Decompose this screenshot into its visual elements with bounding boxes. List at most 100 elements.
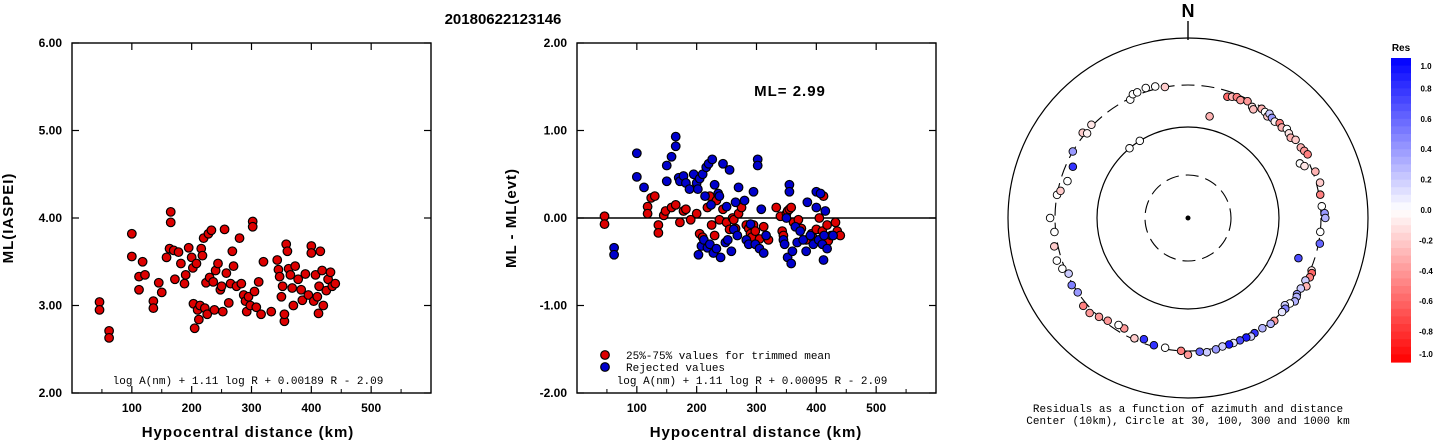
- data-point-ml: [249, 286, 260, 297]
- data-point-rejected: [693, 249, 704, 260]
- data-point-rejected: [781, 213, 792, 223]
- data-point-ml: [228, 261, 239, 272]
- station-residual-marker: [1202, 347, 1212, 357]
- colorbar-segment: [1391, 331, 1411, 340]
- data-point-ml: [126, 228, 137, 239]
- station-residual-marker: [1087, 120, 1096, 129]
- data-point-ml: [175, 258, 186, 269]
- station-residual-marker: [1195, 347, 1204, 357]
- data-point-rejected: [714, 191, 725, 202]
- data-point-ml: [306, 248, 317, 258]
- colorbar-tick-label: -0.2: [1419, 236, 1433, 245]
- colorbar-segment: [1391, 187, 1411, 196]
- colorbar-segment: [1391, 58, 1411, 67]
- data-point-ml: [318, 300, 329, 311]
- panel-ml-vs-distance: 100 200 300 400 500 2.00 3.00 4.00 5.00 6.00 log …: [0, 36, 432, 441]
- data-point-rejected: [670, 131, 681, 142]
- data-point-rejected: [801, 246, 812, 257]
- station-residual-marker: [1277, 307, 1287, 317]
- colorbar-segment: [1391, 80, 1411, 89]
- data-point-used: [771, 202, 782, 213]
- data-point-rejected: [784, 186, 795, 197]
- data-point-rejected: [779, 239, 790, 250]
- data-point-ml: [282, 246, 293, 257]
- station-residual-marker: [1243, 96, 1252, 106]
- ring-1000km: [1007, 37, 1369, 399]
- data-point-used: [675, 217, 685, 228]
- colorbar-segment: [1391, 240, 1411, 249]
- colorbar-segment: [1391, 286, 1411, 295]
- data-point-ml: [197, 250, 208, 261]
- data-point-rejected: [715, 252, 726, 263]
- station-residual-marker: [1094, 312, 1104, 322]
- y-tick-label-2: 2.00: [544, 36, 568, 50]
- x-tick-label-2: 100: [627, 401, 647, 415]
- data-point-ml: [312, 291, 323, 302]
- map-caption-line1: Residuals as a function of azimuth and d…: [1033, 404, 1343, 416]
- data-point-used: [685, 214, 696, 225]
- colorbar-segment: [1391, 111, 1411, 120]
- data-point-rejected: [684, 184, 695, 195]
- station-residual-marker: [1085, 308, 1094, 318]
- colorbar-segment: [1391, 164, 1411, 173]
- data-point-rejected: [758, 248, 769, 258]
- data-point-ml: [325, 267, 336, 278]
- colorbar-tick-label: -0.6: [1419, 297, 1433, 306]
- data-point-ml: [279, 309, 290, 320]
- data-point-rejected: [745, 219, 756, 230]
- data-point-rejected: [802, 197, 813, 208]
- x-axis-label-1: Hypocentral distance (km): [142, 424, 355, 441]
- data-point-ml: [276, 291, 287, 302]
- colorbar-segment: [1391, 270, 1411, 279]
- colorbar-segment: [1391, 210, 1411, 219]
- data-point-ml: [253, 276, 264, 287]
- station-residual-marker: [1311, 167, 1320, 176]
- y-axis-label-2: ML - ML(evt): [503, 168, 520, 268]
- data-point-ml: [285, 269, 296, 280]
- data-point-ml: [161, 252, 172, 263]
- data-point-ml: [303, 290, 314, 300]
- station-residual-marker: [1056, 186, 1065, 196]
- data-point-rejected: [752, 160, 763, 171]
- data-point-ml: [258, 256, 269, 267]
- colorbar-segment: [1391, 293, 1411, 302]
- data-point-ml: [236, 278, 247, 289]
- station-residual-marker: [1050, 227, 1059, 237]
- colorbar-segment: [1391, 149, 1411, 158]
- colorbar-tick-label: 1.0: [1420, 62, 1432, 71]
- station-residual-marker: [1160, 343, 1170, 352]
- data-point-ml: [202, 309, 213, 320]
- data-point-ml: [317, 265, 328, 276]
- station-residual-marker: [1183, 350, 1193, 359]
- y-tick-label-2: -2.00: [540, 386, 568, 400]
- formula-1: log A(nm) + 1.11 log R + 0.00189 R - 2.0…: [113, 376, 384, 388]
- data-point-rejected: [733, 182, 744, 193]
- data-point-ml: [288, 300, 299, 311]
- colorbar-tick-label: 0.6: [1420, 115, 1432, 124]
- data-point-ml: [165, 217, 176, 228]
- data-point-used: [830, 217, 841, 228]
- data-point-rejected: [805, 230, 816, 241]
- data-point-used: [814, 213, 825, 223]
- y-tick-label-2: -1.00: [540, 299, 568, 313]
- y-axis-label-1: ML(IASPEI): [0, 173, 17, 264]
- epicenter-marker: [1185, 215, 1191, 221]
- data-point-rejected: [661, 176, 672, 187]
- colorbar-tick-label: -0.4: [1419, 267, 1433, 276]
- station-residual-marker: [1068, 162, 1078, 171]
- data-point-ml: [134, 284, 144, 295]
- station-residual-marker: [1316, 227, 1325, 237]
- data-point-rejected: [748, 186, 759, 197]
- data-point-used: [822, 220, 833, 230]
- station-residual-marker: [1058, 264, 1067, 274]
- legend-label-rejected: Rejected values: [626, 363, 725, 375]
- data-point-used: [758, 221, 769, 232]
- station-residual-marker: [1150, 82, 1160, 91]
- station-residual-marker: [1317, 202, 1327, 211]
- y-tick-label-1: 6.00: [39, 36, 63, 50]
- data-point-ml: [213, 258, 223, 269]
- colorbar-segment: [1391, 225, 1411, 234]
- x-tick-label-2: 300: [746, 401, 766, 415]
- data-point-rejected: [815, 188, 826, 199]
- data-point-rejected: [730, 197, 741, 208]
